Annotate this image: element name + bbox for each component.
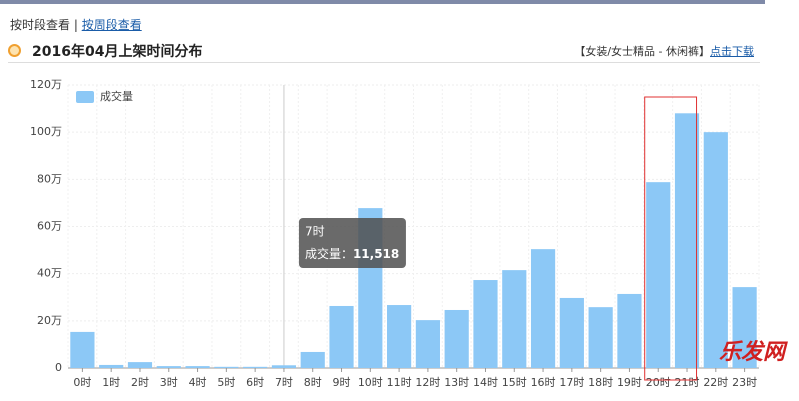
x-tick-label: 21时 (675, 376, 700, 389)
bar (214, 366, 239, 368)
bar (156, 366, 181, 368)
y-tick-label: 0 (55, 361, 62, 374)
bar (127, 362, 153, 368)
bar (559, 297, 584, 368)
bar (185, 366, 210, 368)
chart-title: 2016年04月上架时间分布 (32, 44, 203, 60)
x-tick-label: 10时 (358, 376, 383, 389)
tab-hour[interactable]: 按时段查看 (10, 18, 71, 32)
x-tick-label: 7时 (275, 376, 293, 389)
bar (415, 320, 440, 368)
x-tick-label: 9时 (333, 376, 351, 389)
bar (617, 293, 642, 368)
bar (300, 351, 325, 368)
bar (646, 182, 671, 368)
x-tick-label: 20时 (646, 376, 671, 389)
bar (588, 307, 613, 368)
bar (444, 309, 469, 368)
y-tick-label: 20万 (37, 314, 62, 327)
legend-label: 成交量 (100, 89, 133, 103)
tooltip-label: 成交量： (305, 246, 353, 261)
download-bar: 【女装/女士精品 - 休闲裤】点击下载 (574, 43, 754, 59)
highlight-box (644, 96, 698, 381)
x-tick-label: 2时 (131, 376, 149, 389)
bar (703, 132, 728, 368)
x-tick-label: 8时 (304, 376, 322, 389)
download-link[interactable]: 点击下载 (710, 45, 754, 58)
top-bar (0, 0, 765, 4)
x-tick-label: 23时 (732, 376, 757, 389)
tabs: 按时段查看 | 按周段查看 (10, 18, 142, 32)
tooltip-title: 7时 (305, 225, 325, 239)
x-tick-label: 0时 (73, 376, 91, 389)
icon (8, 44, 21, 57)
bar (387, 305, 412, 368)
legend-swatch (76, 91, 94, 103)
x-tick-label: 17时 (559, 376, 584, 389)
bar (502, 270, 527, 368)
bar (674, 113, 700, 368)
bar (70, 331, 95, 368)
x-tick-label: 16时 (531, 376, 556, 389)
x-tick-label: 3时 (160, 376, 178, 389)
bar (732, 287, 757, 368)
tab-week[interactable]: 按周段查看 (81, 18, 142, 32)
y-tick-label: 60万 (37, 220, 62, 233)
y-tick-label: 120万 (30, 78, 62, 91)
bar (243, 366, 268, 368)
header: 2016年04月上架时间分布 【女装/女士精品 - 休闲裤】点击下载 (8, 40, 760, 63)
y-tick-label: 80万 (37, 172, 62, 185)
x-tick-label: 18时 (588, 376, 613, 389)
bar (329, 305, 354, 368)
x-tick-label: 19时 (617, 376, 642, 389)
bar (530, 249, 556, 368)
x-tick-label: 6时 (246, 376, 264, 389)
x-tick-label: 13时 (444, 376, 469, 389)
x-tick-label: 11时 (387, 376, 412, 389)
x-tick-label: 1时 (102, 376, 120, 389)
category-path: 【女装/女士精品 - 休闲裤】 (574, 45, 710, 58)
tooltip-text: 成交量：11,518 (305, 246, 399, 261)
x-tick-label: 22时 (703, 376, 728, 389)
tooltip-value: 11,518 (353, 247, 399, 261)
y-tick-label: 40万 (37, 267, 62, 280)
x-tick-label: 15时 (502, 376, 527, 389)
bar (473, 280, 498, 368)
x-tick-label: 5时 (217, 376, 235, 389)
x-tick-label: 12时 (415, 376, 440, 389)
bar (99, 364, 124, 368)
bar (271, 365, 297, 368)
y-tick-label: 100万 (30, 125, 62, 138)
x-tick-label: 4时 (189, 376, 207, 389)
watermark: 乐发网 (719, 339, 788, 365)
x-tick-label: 14时 (473, 376, 498, 389)
tooltip-bg (298, 218, 406, 268)
chart: 0 20万 40万 60万 80万 100万 120万 0时 1时 2时 3时 4时 5时 6时 7时 8时 9… (30, 78, 788, 389)
